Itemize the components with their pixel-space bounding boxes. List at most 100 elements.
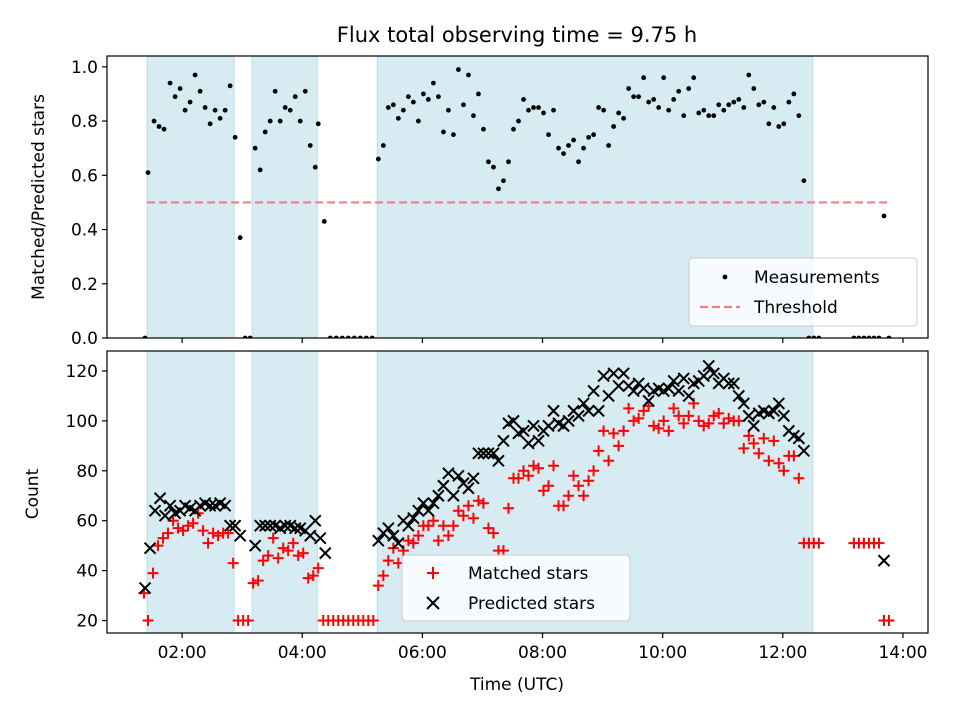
predicted-stars-point: [582, 404, 595, 418]
chart-title: Flux total observing time = 9.75 h: [337, 23, 697, 47]
matched-stars-point: [793, 472, 805, 484]
predicted-stars-point: [617, 367, 630, 380]
predicted-stars-point: [158, 509, 172, 522]
matched-stars-point: [773, 457, 785, 469]
measurement-point: [262, 129, 268, 135]
predicted-stars-point: [228, 519, 242, 532]
matched-stars-point: [603, 455, 615, 467]
matched-stars-point: [543, 480, 555, 492]
measurement-point: [237, 235, 243, 241]
measurement-point: [586, 134, 591, 140]
measurement-point: [312, 164, 318, 170]
predicted-stars-point: [597, 369, 610, 383]
matched-stars-point: [538, 485, 550, 497]
matched-stars-point: [633, 412, 645, 424]
measurement-point: [456, 67, 461, 72]
measurement-point: [801, 178, 807, 184]
predicted-stars-point: [253, 519, 267, 532]
bottom-y-tick-label: 20: [76, 612, 98, 632]
matched-stars-point: [658, 415, 670, 427]
matched-stars-point: [147, 567, 159, 579]
x-tick-label: 12:00: [758, 643, 807, 663]
matched-stars-point: [377, 570, 389, 582]
predicted-stars-point: [304, 529, 317, 542]
matched-stars-point: [502, 502, 514, 514]
measurement-point: [307, 143, 313, 148]
matched-stars-point: [452, 505, 464, 517]
matched-stars-point: [683, 410, 695, 422]
predicted-stars-point: [587, 384, 600, 398]
measurement-point: [501, 178, 506, 184]
measurement-point: [696, 110, 702, 116]
measurement-point: [556, 145, 561, 151]
measurement-point: [491, 164, 496, 170]
predicted-stars-point: [532, 434, 545, 448]
measurement-point: [736, 96, 742, 102]
matched-stars-point: [437, 520, 449, 532]
matched-stars-point: [778, 465, 790, 477]
predicted-stars-point: [248, 539, 262, 552]
matched-stars-point: [738, 442, 750, 454]
matched-stars-point: [678, 417, 690, 429]
matched-stars-point: [628, 415, 640, 427]
predicted-stars-point: [517, 424, 530, 438]
matched-stars-point: [252, 575, 264, 587]
predicted-stars-point: [672, 384, 685, 398]
matched-stars-point: [242, 615, 254, 627]
measurement-point: [380, 143, 386, 148]
predicted-stars-point: [417, 497, 430, 510]
measurement-point: [430, 80, 436, 86]
predicted-stars-point: [772, 397, 786, 410]
matched-stars-point: [708, 410, 720, 422]
measurement-point: [151, 118, 157, 124]
measurement-point: [420, 91, 426, 97]
x-tick-label: 04:00: [278, 643, 327, 663]
matched-stars-point: [287, 537, 299, 549]
matched-stars-point: [152, 540, 164, 552]
matched-stars-point: [693, 415, 705, 427]
measurement-point: [686, 86, 692, 91]
measurement-point: [636, 94, 642, 100]
measurement-point: [601, 107, 607, 113]
bottom-legend: Matched stars Predicted stars: [401, 554, 631, 622]
predicted-stars-point: [482, 447, 495, 460]
matched-stars-point: [487, 527, 499, 539]
predicted-stars-point: [667, 374, 680, 388]
measurement-point: [222, 107, 228, 113]
matched-stars-point: [302, 572, 314, 584]
predicted-stars-point: [642, 394, 655, 408]
measurement-point: [776, 124, 782, 129]
matched-stars-point: [578, 490, 590, 502]
legend-marker-predicted: [426, 596, 440, 610]
matched-stars-point: [462, 500, 474, 512]
matched-stars-point: [212, 530, 224, 542]
predicted-stars-point: [143, 541, 157, 555]
predicted-stars-point: [382, 521, 395, 535]
matched-stars-point: [753, 447, 765, 459]
matched-stars-point: [613, 440, 625, 452]
legend-label-measurements: Measurements: [754, 268, 880, 288]
matched-stars-point: [457, 510, 469, 522]
predicted-stars-point: [767, 404, 781, 418]
predicted-stars-point: [279, 519, 292, 532]
matched-stars-point: [723, 412, 735, 424]
predicted-stars-point: [542, 419, 555, 433]
measurement-point: [526, 107, 531, 113]
bottom-y-tick-label: 40: [76, 562, 98, 582]
predicted-stars-point: [637, 382, 650, 395]
x-tick-label: 06:00: [398, 643, 447, 663]
measurement-point: [651, 96, 657, 102]
top-observing-window: [251, 55, 318, 339]
measurement-point: [172, 94, 178, 100]
matched-stars-point: [563, 490, 575, 502]
predicted-stars-point: [289, 521, 302, 535]
matched-stars-point: [548, 460, 560, 472]
matched-stars-point: [407, 537, 419, 549]
matched-stars-point: [513, 472, 525, 484]
matched-stars-point: [593, 445, 605, 457]
measurement-point: [641, 75, 647, 81]
predicted-stars-point: [612, 379, 625, 393]
matched-stars-point: [568, 470, 580, 482]
top-y-tick-label: 0.0: [71, 329, 98, 349]
matched-stars-point: [282, 545, 294, 557]
